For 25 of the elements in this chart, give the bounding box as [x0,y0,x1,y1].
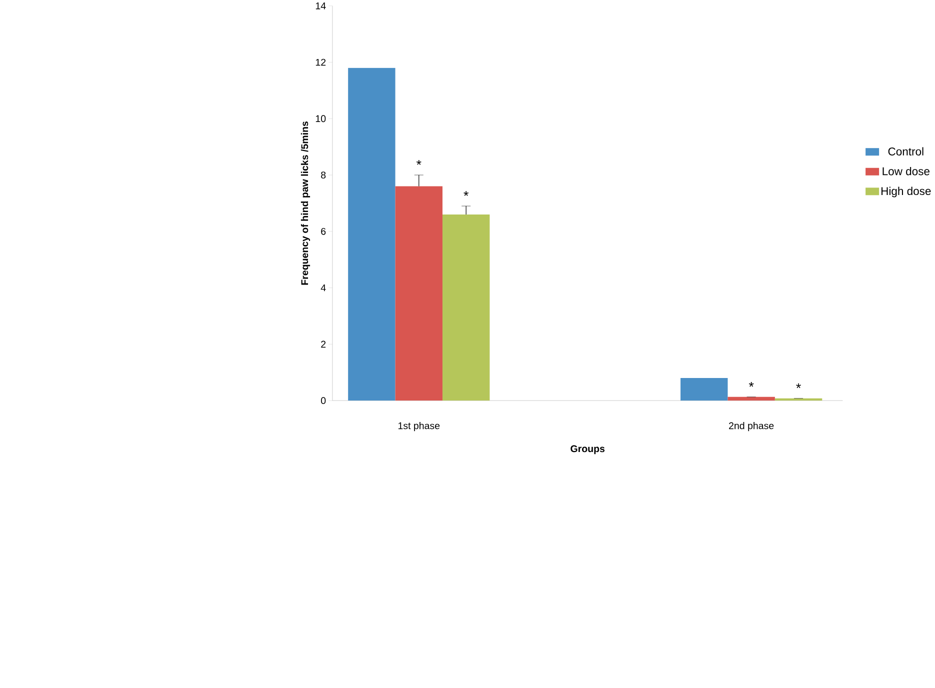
y-axis-title: Frequency of hind paw licks /5mins [300,121,310,285]
y-tick-label: 12 [316,58,326,66]
bar [348,68,396,401]
data-label: * [796,383,801,388]
data-label: * [416,160,422,165]
y-tick-label: 2 [321,340,326,348]
y-tick-label: 6 [321,228,326,235]
y-tick-label: 8 [321,171,326,178]
legend-label: High dose [881,186,931,198]
legend-label: Low dose [882,166,930,176]
data-label: * [748,382,754,387]
bar [728,396,775,401]
x-tick-label: 1st phase [398,422,440,432]
y-tick-label: 14 [316,2,326,10]
bar [774,398,822,401]
y-tick-label: 4 [320,284,326,292]
data-label: * [464,191,469,196]
x-tick-label: 2nd phase [729,422,774,432]
x-axis-title: Groups [570,445,605,454]
bar [442,214,490,401]
legend-label: Control [888,147,924,156]
y-tick-label: 0 [320,397,326,404]
bar [395,186,442,401]
bar [680,378,728,401]
y-tick-label: 10 [316,115,326,122]
